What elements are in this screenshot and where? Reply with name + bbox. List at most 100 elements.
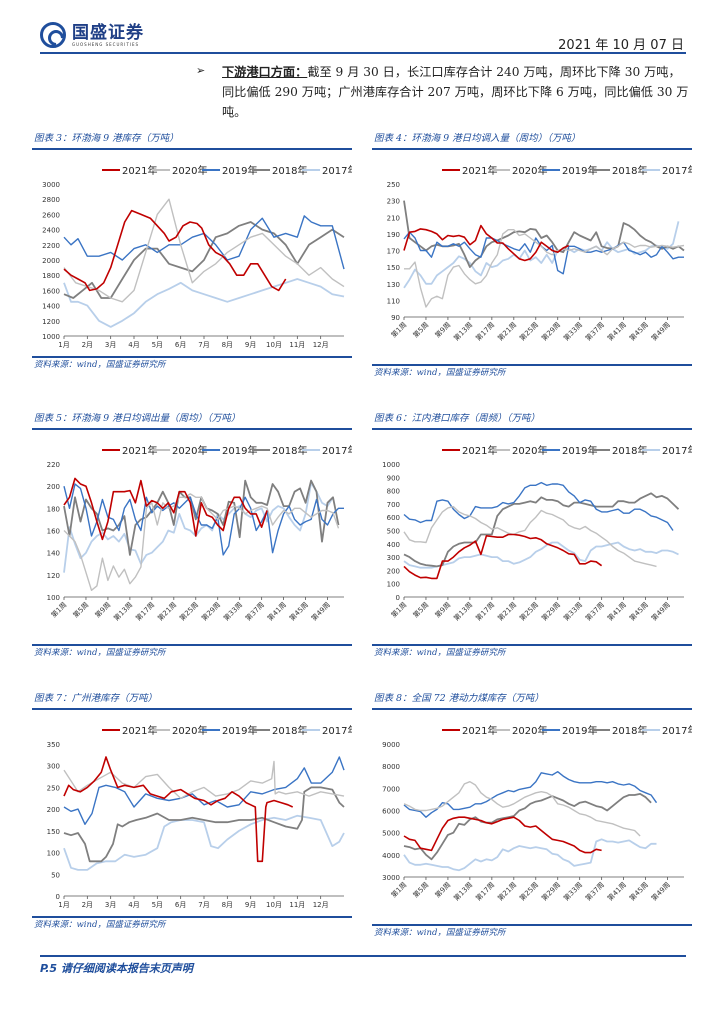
series-line-2017 <box>63 278 345 328</box>
y-tick-label: 200 <box>387 567 400 575</box>
x-tick-label: 6月 <box>175 901 186 909</box>
y-tick-label: 250 <box>47 784 60 792</box>
line-chart: 2021年 2020年 2019年 2018年 2017年 90 110 130 150 170 1… <box>372 154 692 362</box>
x-tick-label: 第13周 <box>452 320 475 343</box>
line-chart: 2021年 2020年 2019年 2018年 2017年 0 100 200 300 400 50… <box>372 434 692 642</box>
y-tick-label: 7000 <box>382 785 400 793</box>
figure-title-rule <box>372 708 692 710</box>
figure-title: 图表 8：全国 72 港动力煤库存（万吨） <box>374 693 544 704</box>
legend: 2021年 2020年 2019年 2018年 2017年 <box>442 724 692 737</box>
x-tick-label: 第37周 <box>243 600 266 623</box>
y-tick-label: 50 <box>51 871 60 879</box>
legend-label: 2021年 <box>122 164 157 177</box>
series-line-2019 <box>403 481 674 531</box>
y-tick-label: 100 <box>47 594 60 602</box>
figure-source: 资料来源：wind，国盛证券研究所 <box>374 648 506 658</box>
line-chart: 2021年 2020年 2019年 2018年 2017年 3000 4000 5000 600… <box>372 714 692 922</box>
x-tick-label: 第33周 <box>562 880 585 903</box>
y-tick-label: 300 <box>387 554 400 562</box>
figure-title: 图表 4：环渤海 9 港日均调入量（周均）（万吨） <box>374 133 581 144</box>
y-tick-label: 350 <box>47 741 60 749</box>
x-tick-label: 第13周 <box>452 600 475 623</box>
x-tick-label: 4月 <box>128 901 139 909</box>
y-tick-label: 1000 <box>42 333 60 341</box>
logo-mark-icon <box>40 22 66 48</box>
company-logo: 国盛证券 GUOSHENG SECURITIES <box>40 22 144 48</box>
series-line-2021 <box>403 816 602 854</box>
x-tick-label: 第29周 <box>540 320 563 343</box>
y-tick-label: 190 <box>387 231 400 239</box>
series-line-2017 <box>403 838 657 872</box>
legend: 2021年 2020年 2019年 2018年 2017年 <box>442 444 692 457</box>
x-tick-label: 第49周 <box>649 600 672 623</box>
chart-svg: 2021年 2020年 2019年 2018年 2017年 0 100 200 300 400 50… <box>382 444 692 623</box>
figure-title: 图表 3：环渤海 9 港库存（万吨） <box>34 133 179 144</box>
legend-label: 2019年 <box>562 444 597 457</box>
footer-disclaimer: P.5 请仔细阅读本报告末页声明 <box>40 962 193 975</box>
legend-label: 2020年 <box>512 164 547 177</box>
figure-title-rule <box>372 148 692 150</box>
y-tick-label: 250 <box>387 181 400 189</box>
figure-source-rule <box>32 644 352 646</box>
legend-label: 2018年 <box>612 444 647 457</box>
series-line-2018 <box>63 786 345 863</box>
y-tick-label: 170 <box>387 248 400 256</box>
legend-label: 2017年 <box>662 164 692 177</box>
company-name-cn: 国盛证券 <box>72 22 144 43</box>
y-tick-label: 1400 <box>42 303 60 311</box>
x-tick-label: 3月 <box>105 901 116 909</box>
x-tick-label: 第41周 <box>265 600 288 623</box>
y-tick-label: 2600 <box>42 211 60 219</box>
x-tick-label: 第25周 <box>518 600 541 623</box>
y-tick-label: 1800 <box>42 272 60 280</box>
y-tick-label: 140 <box>47 550 60 558</box>
x-tick-label: 第21周 <box>156 600 179 623</box>
series-line-2021 <box>63 209 287 292</box>
series-line-2020 <box>63 760 345 800</box>
y-tick-label: 220 <box>47 461 60 469</box>
x-tick-label: 第9周 <box>93 600 112 619</box>
y-tick-label: 6000 <box>382 808 400 816</box>
x-tick-label: 第41周 <box>605 320 628 343</box>
paragraph-lead: 下游港口方面： <box>222 65 308 79</box>
y-tick-label: 4000 <box>382 852 400 860</box>
chart-svg: 2021年 2020年 2019年 2018年 2017年 1000 1200 1400 160… <box>42 164 352 349</box>
y-tick-label: 1000 <box>382 461 400 469</box>
x-tick-label: 第33周 <box>562 320 585 343</box>
x-tick-label: 7月 <box>198 901 209 909</box>
figure-title: 图表 6：江内港口库存（周频）（万吨） <box>374 413 540 424</box>
x-tick-label: 第17周 <box>474 600 497 623</box>
y-tick-label: 0 <box>396 594 400 602</box>
legend-label: 2017年 <box>322 444 352 457</box>
x-tick-label: 10月 <box>266 901 282 909</box>
y-tick-label: 160 <box>47 528 60 536</box>
x-tick-label: 2月 <box>82 901 93 909</box>
y-tick-label: 180 <box>47 505 60 513</box>
legend-label: 2017年 <box>322 724 352 737</box>
y-tick-label: 230 <box>387 198 400 206</box>
y-tick-label: 150 <box>387 264 400 272</box>
x-tick-label: 第29周 <box>540 880 563 903</box>
y-tick-label: 200 <box>47 806 60 814</box>
x-tick-label: 第45周 <box>627 880 650 903</box>
chart-svg: 2021年 2020年 2019年 2018年 2017年 0 50 100 150 200 250… <box>47 724 352 909</box>
y-tick-label: 300 <box>47 763 60 771</box>
x-tick-label: 7月 <box>198 341 209 349</box>
x-tick-label: 第25周 <box>518 320 541 343</box>
y-tick-label: 110 <box>387 297 400 305</box>
legend-label: 2019年 <box>222 724 257 737</box>
y-tick-label: 3000 <box>382 874 400 882</box>
x-tick-label: 第41周 <box>605 600 628 623</box>
figure-title-rule <box>32 708 352 710</box>
x-tick-label: 第1周 <box>389 880 408 899</box>
x-tick-label: 8月 <box>222 901 233 909</box>
series-line-2018 <box>63 479 340 556</box>
series-line-2020 <box>63 493 340 592</box>
y-tick-label: 600 <box>387 514 400 522</box>
x-tick-label: 第25周 <box>178 600 201 623</box>
paragraph-text: 截至 9 月 30 日，长江口库存合计 240 万吨，周环比下降 30 万吨，同… <box>222 65 689 119</box>
y-tick-label: 2800 <box>42 196 60 204</box>
legend-label: 2020年 <box>172 724 207 737</box>
x-tick-label: 第21周 <box>496 320 519 343</box>
chart-svg: 2021年 2020年 2019年 2018年 2017年 3000 4000 5000 600… <box>382 724 692 903</box>
